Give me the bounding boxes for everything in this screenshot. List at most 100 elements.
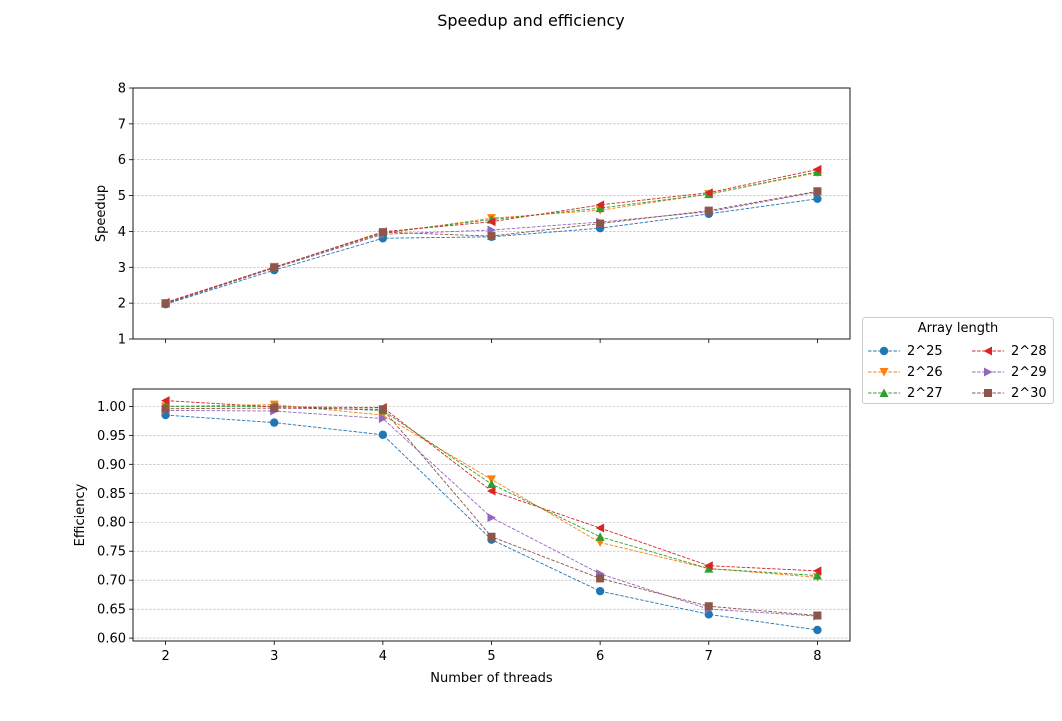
- data-point: [595, 523, 605, 533]
- legend-swatch: [972, 367, 1004, 377]
- x-tick-label: 5: [487, 649, 495, 664]
- legend-swatch: [868, 388, 900, 397]
- plot-panel-1: 1 2 3 4 5 6 7 8 Speedup: [94, 82, 851, 348]
- data-point: [487, 513, 496, 523]
- data-point: [812, 571, 822, 580]
- y-tick-label: 0.90: [97, 458, 126, 473]
- series-2-30: [161, 404, 822, 620]
- data-point: [813, 187, 822, 196]
- legend-marker: [984, 389, 992, 397]
- y-tick-label: 0.70: [97, 574, 126, 589]
- legend-label: 2^30: [1011, 385, 1047, 401]
- series-line: [165, 190, 818, 304]
- y-tick-label: 0.65: [97, 603, 126, 618]
- x-tick-label: 2: [161, 649, 169, 664]
- data-point: [487, 217, 496, 227]
- data-point: [704, 564, 714, 573]
- legend-title: Array length: [917, 321, 999, 336]
- legend-marker: [984, 367, 993, 377]
- data-point: [704, 206, 713, 215]
- x-tick-label: 7: [705, 649, 713, 664]
- y-tick-label: 0.75: [97, 545, 126, 560]
- data-point: [161, 396, 170, 406]
- y-tick-label: 2: [118, 297, 126, 312]
- data-point: [595, 200, 605, 210]
- y-tick-label: 1: [118, 333, 126, 348]
- legend-label: 2^28: [1011, 343, 1047, 359]
- legend-item: 2^30: [971, 384, 1047, 402]
- legend-marker: [983, 346, 992, 356]
- series-2-29: [161, 187, 822, 309]
- y-axis-label: Speedup: [94, 185, 109, 242]
- data-point: [270, 263, 279, 272]
- data-point: [595, 203, 605, 213]
- y-tick-label: 0.85: [97, 487, 126, 502]
- legend-label: 2^25: [907, 343, 943, 359]
- x-axis-label: Number of threads: [430, 671, 553, 686]
- data-point: [812, 566, 822, 576]
- y-tick-label: 0.95: [97, 429, 126, 444]
- series-2-30: [161, 187, 822, 308]
- legend-marker: [879, 346, 889, 356]
- legend-label: 2^26: [907, 364, 943, 380]
- y-tick-label: 3: [118, 261, 126, 276]
- data-point: [270, 404, 279, 413]
- data-point: [378, 405, 387, 414]
- data-point: [596, 219, 605, 228]
- data-point: [270, 418, 279, 427]
- legend-item: 2^25: [867, 342, 943, 360]
- series-line: [165, 409, 818, 617]
- legend-item: 2^28: [971, 342, 1047, 360]
- y-tick-label: 8: [118, 82, 126, 97]
- series-line: [165, 407, 818, 616]
- legend-swatch: [972, 389, 1004, 397]
- data-point: [704, 561, 713, 571]
- y-tick-label: 0.80: [97, 516, 126, 531]
- y-tick-label: 6: [118, 153, 126, 168]
- x-tick-label: 6: [596, 649, 604, 664]
- y-tick-label: 1.00: [97, 400, 126, 415]
- legend-label: 2^29: [1011, 364, 1047, 380]
- data-point: [487, 532, 496, 541]
- axes-frame: [132, 87, 851, 340]
- series-2-29: [161, 405, 822, 621]
- data-point: [813, 194, 822, 203]
- x-tick-label: 3: [270, 649, 278, 664]
- data-point: [595, 586, 605, 596]
- y-tick-label: 0.60: [97, 632, 126, 647]
- legend-item: 2^26: [867, 363, 943, 381]
- legend-item: 2^27: [867, 384, 943, 402]
- data-point: [378, 414, 388, 424]
- x-tick-label: 8: [813, 649, 821, 664]
- data-point: [161, 299, 170, 308]
- data-point: [813, 625, 822, 635]
- data-point: [487, 479, 496, 489]
- data-point: [704, 188, 713, 198]
- y-tick-label: 7: [118, 117, 126, 132]
- x-tick-label: 4: [379, 649, 387, 664]
- plot-panel-2: 0.60 0.65 0.70 0.75 0.80 0.85 0.90 0.95 1.00 2 3 4 5…: [73, 388, 851, 686]
- legend: Array length 2^25 2^26 2^27 2^28 2^29 2^30: [862, 317, 1054, 404]
- legend-label: 2^27: [907, 385, 943, 401]
- series-2-25: [161, 194, 822, 309]
- legend-marker: [879, 368, 889, 377]
- data-point: [378, 430, 388, 439]
- data-point: [704, 602, 713, 611]
- data-point: [596, 574, 605, 583]
- figure-title: Speedup and efficiency: [437, 11, 625, 30]
- y-tick-label: 4: [118, 225, 126, 240]
- y-tick-label: 5: [118, 189, 126, 204]
- legend-swatch: [972, 346, 1004, 356]
- legend-marker: [879, 388, 889, 397]
- data-point: [378, 228, 387, 237]
- data-point: [812, 164, 822, 174]
- data-point: [487, 486, 496, 496]
- data-point: [487, 232, 496, 241]
- y-axis-label: Efficiency: [73, 483, 88, 546]
- legend-swatch: [868, 346, 900, 356]
- legend-swatch: [868, 368, 900, 377]
- legend-item: 2^29: [971, 363, 1047, 381]
- axes-frame: [132, 388, 851, 642]
